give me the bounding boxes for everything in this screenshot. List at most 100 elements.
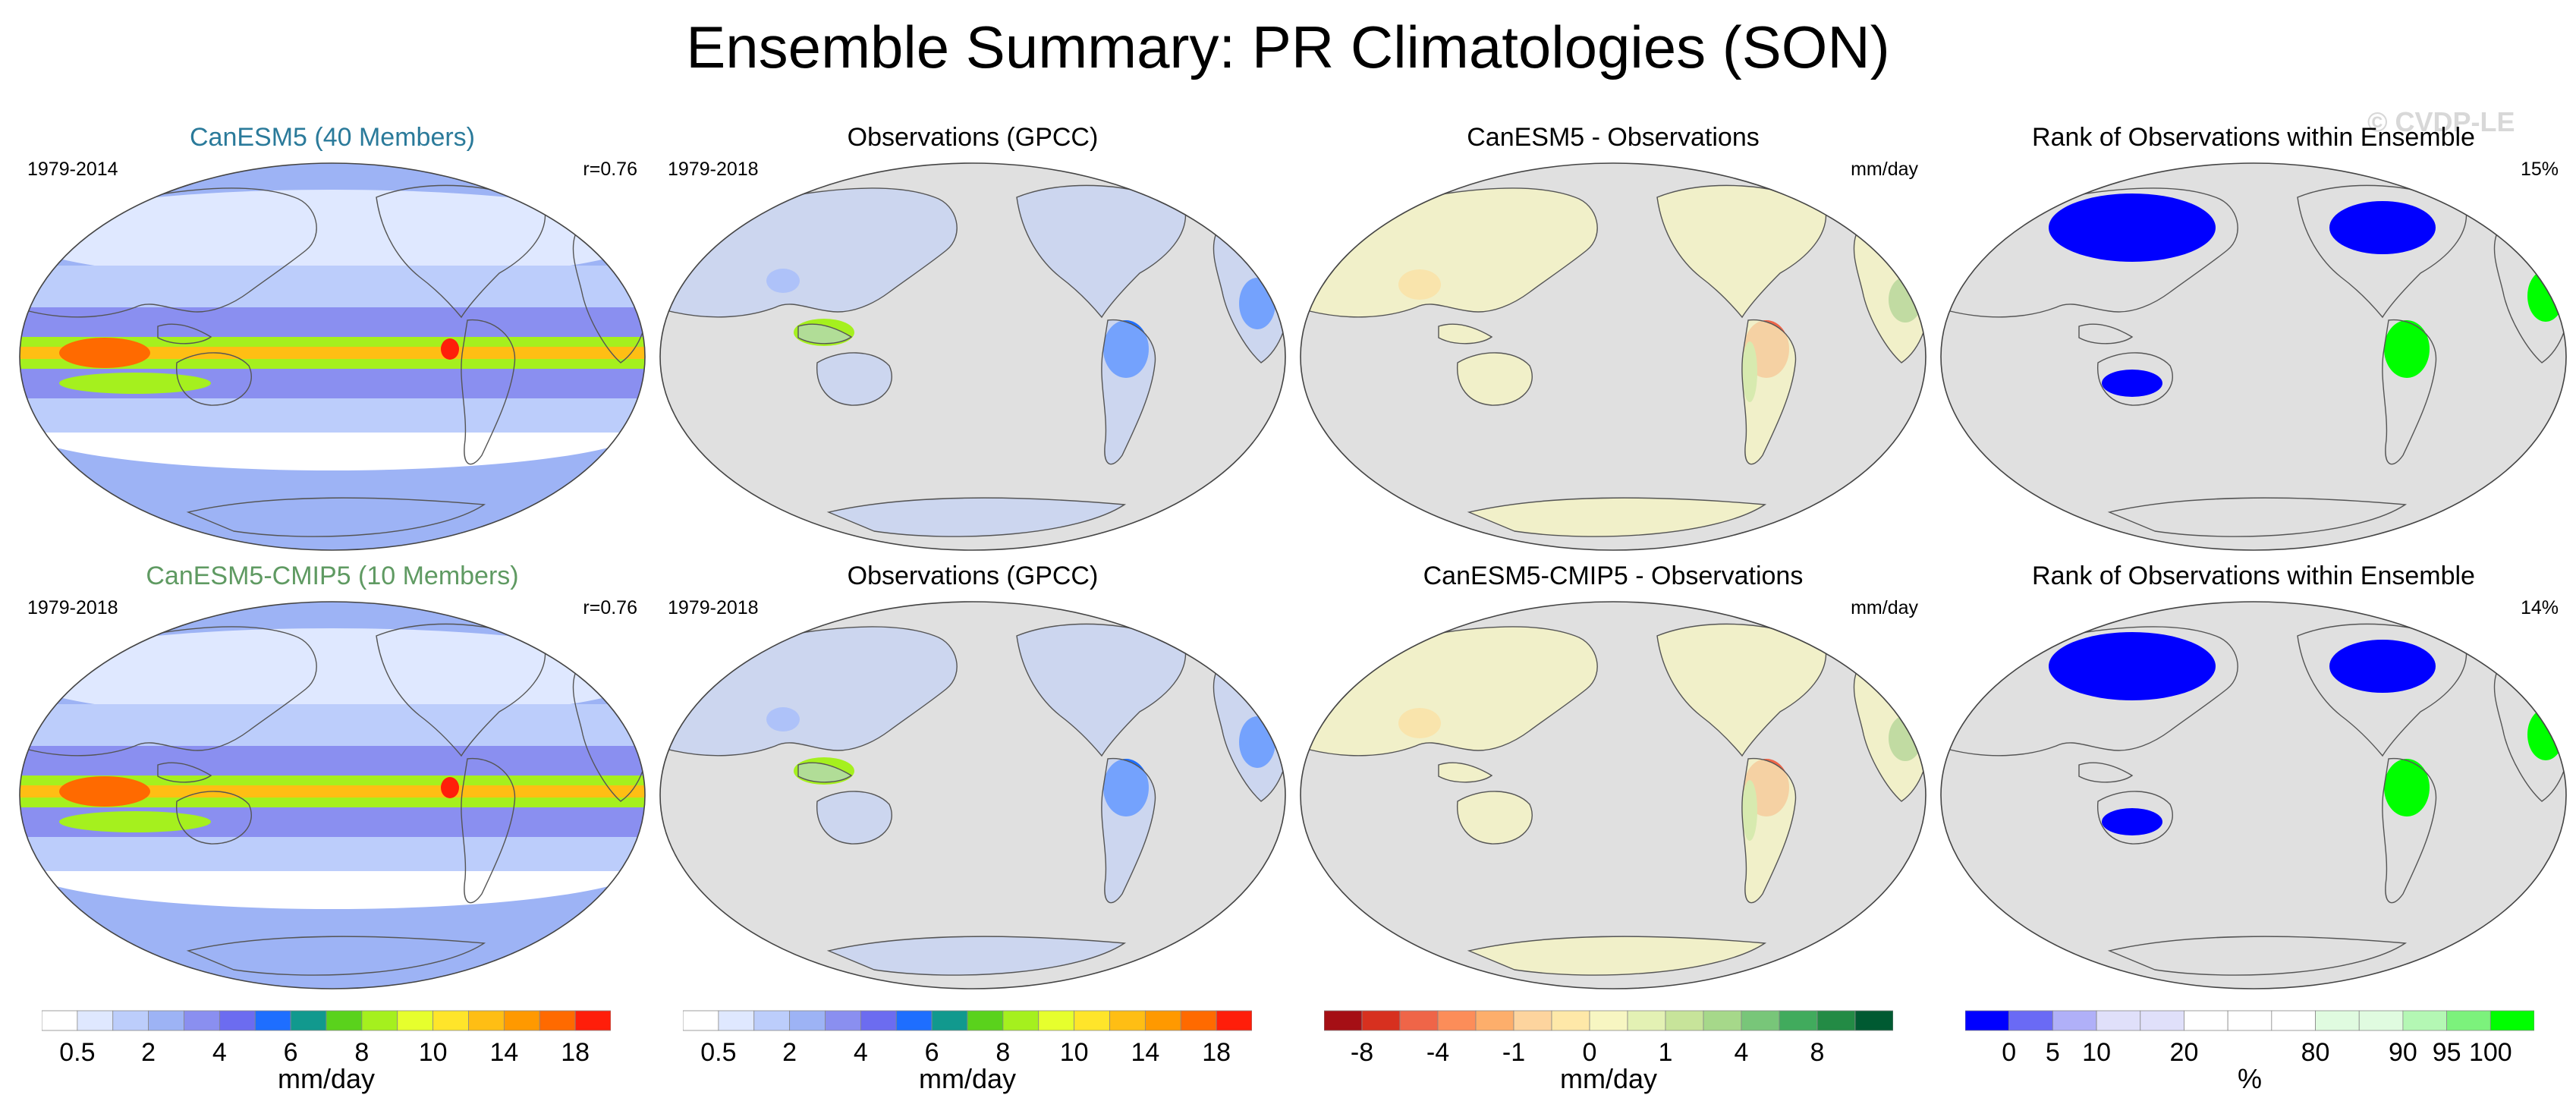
colorbar-swatch — [432, 1010, 469, 1031]
panel-title: Rank of Observations within Ensemble — [2032, 123, 2475, 152]
maritime-outline — [797, 762, 853, 783]
north-america-outline — [1656, 184, 1827, 319]
colorbar-swatch — [503, 1010, 540, 1031]
panel-rank: Rank of Observations within Ensemble 14% — [1935, 560, 2572, 1000]
colorbar-swatch — [1741, 1010, 1780, 1031]
colorbar-swatch — [1399, 1010, 1439, 1031]
precip-band-core — [20, 347, 645, 359]
antarctica-outline — [826, 497, 1127, 537]
colorbar-tick-label: 6 — [925, 1038, 939, 1064]
north-america-outline — [1016, 623, 1187, 757]
rank-low-namerica — [2329, 201, 2436, 254]
map-observations — [659, 162, 1286, 551]
colorbar-swatch — [2052, 1010, 2097, 1031]
units-label: mm/day — [1851, 159, 1918, 180]
colorbar-swatch — [931, 1010, 968, 1031]
colorbar-swatch — [468, 1010, 505, 1031]
colorbar-swatch — [1665, 1010, 1704, 1031]
period-label: 1979-2018 — [27, 597, 118, 618]
colorbar-swatch — [1964, 1010, 2010, 1031]
period-label: 1979-2018 — [668, 159, 759, 180]
australia-outline — [816, 791, 892, 845]
colorbar-swatch — [2358, 1010, 2404, 1031]
rank-percent-label: 14% — [2520, 597, 2559, 618]
colorbar-tick-label: 8 — [354, 1038, 369, 1064]
map-field — [20, 623, 645, 976]
colorbar-swatch — [753, 1010, 791, 1031]
map-field — [1949, 623, 2566, 976]
colorbar-swatch — [148, 1010, 184, 1031]
panel-title: CanESM5 (40 Members) — [189, 123, 475, 152]
map-border — [19, 162, 646, 551]
watermark-text: © CVDP-LE — [2367, 106, 2515, 137]
period-label: 1979-2014 — [27, 159, 118, 180]
colorbar-swatch — [1074, 1010, 1110, 1031]
south-america-outline — [1741, 319, 1797, 465]
panel-rank: Rank of Observations within Ensemble 15% — [1935, 121, 2572, 562]
map-border — [19, 601, 646, 989]
map-border — [1940, 601, 2567, 989]
colorbar-tick-label: 80 — [2301, 1038, 2330, 1064]
precip-band-spcz — [59, 811, 211, 832]
map-field — [1309, 184, 1926, 537]
colorbar-swatches: 0 5 10 20 80 90 95 100 — [1964, 1010, 2535, 1067]
map-ocean-background — [1941, 602, 2566, 989]
map-difference — [1300, 601, 1926, 989]
colorbar-swatch — [1038, 1010, 1075, 1031]
precip-max-westpacific — [59, 338, 150, 368]
colorbar-swatch — [2402, 1010, 2448, 1031]
north-america-outline — [2297, 623, 2467, 757]
colorbar-swatches: 0.5 2 4 6 8 10 14 18 — [41, 1010, 612, 1067]
panel-title: CanESM5 - Observations — [1467, 123, 1760, 152]
colorbar-tick-label: 6 — [284, 1038, 298, 1064]
colorbar-tick-label: 10 — [2082, 1038, 2111, 1064]
units-label: mm/day — [1851, 597, 1918, 618]
australia-outline — [816, 352, 892, 406]
colorbar-swatch — [77, 1010, 114, 1031]
colorbar-precip-model: 0.5 2 4 6 8 10 14 18 mm/day — [41, 1009, 612, 1094]
colorbar-tick-label: 0.5 — [59, 1038, 95, 1064]
colorbar-swatch — [1513, 1010, 1552, 1031]
panel-title: Observations (GPCC) — [847, 123, 1099, 152]
colorbar-swatch — [789, 1010, 826, 1031]
maritime-outline — [157, 762, 212, 783]
correlation-label: r=0.76 — [583, 159, 637, 180]
colorbar-swatch — [2184, 1010, 2228, 1031]
map-rank — [1940, 162, 2567, 551]
colorbar-swatch — [2446, 1010, 2491, 1031]
australia-outline — [1457, 791, 1533, 845]
panel-title: CanESM5-CMIP5 - Observations — [1423, 562, 1804, 590]
north-america-outline — [376, 184, 546, 319]
australia-outline — [176, 352, 252, 406]
precip-band-subtropics-north — [20, 628, 645, 719]
maritime-outline — [1438, 323, 1493, 344]
figure-title: Ensemble Summary: PR Climatologies (SON) — [686, 14, 1890, 80]
south-america-outline — [2382, 319, 2437, 465]
colorbar-swatch — [1437, 1010, 1477, 1031]
colorbar-swatch — [860, 1010, 897, 1031]
south-america-outline — [2382, 757, 2437, 904]
colorbar-swatch — [574, 1010, 612, 1031]
map-observations — [659, 601, 1286, 989]
rank-low-namerica — [2329, 640, 2436, 693]
colorbar-tick-label: 8 — [995, 1038, 1010, 1064]
north-america-outline — [2297, 184, 2467, 319]
precip-max-eastpacific — [441, 338, 459, 360]
panel-title: Rank of Observations within Ensemble — [2032, 562, 2475, 590]
rank-percent-label: 15% — [2520, 159, 2559, 180]
colorbar-swatch — [1002, 1010, 1040, 1031]
panel-title: CanESM5-CMIP5 (10 Members) — [146, 562, 519, 590]
colorbar-units-label: % — [2237, 1063, 2262, 1094]
precip-band-spcz — [59, 373, 211, 394]
colorbar-difference: -8 -4 -1 0 1 4 8 mm/day — [1323, 1009, 1894, 1094]
south-america-outline — [461, 319, 516, 465]
colorbar-swatch — [1323, 1010, 1363, 1031]
colorbar-swatch — [825, 1010, 861, 1031]
colorbar-swatch — [2140, 1010, 2184, 1031]
colorbar-tick-label: -1 — [1502, 1038, 1525, 1064]
map-border — [659, 601, 1286, 989]
colorbar-tick-label: 4 — [212, 1038, 227, 1064]
map-rank — [1940, 601, 2567, 989]
panel-observations: Observations (GPCC) 1979-2018 — [654, 121, 1291, 562]
colorbar-swatch — [41, 1010, 78, 1031]
